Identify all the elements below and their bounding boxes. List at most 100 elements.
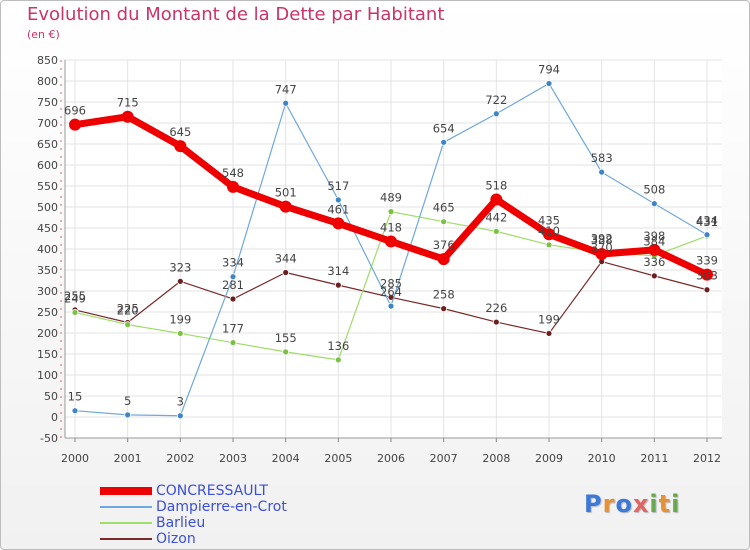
y-tick-label: 0 (51, 411, 58, 424)
legend-swatch (100, 522, 152, 524)
x-tick-label: 2001 (114, 452, 142, 465)
data-label-dampierre-en-crot: 654 (433, 121, 455, 135)
data-label-concressault: 501 (275, 186, 297, 200)
y-tick-label: 200 (37, 327, 58, 340)
data-label-oizon: 336 (643, 255, 665, 269)
x-tick-label: 2007 (430, 452, 458, 465)
point-dampierre-en-crot (334, 196, 342, 204)
y-tick-label: 750 (37, 96, 58, 109)
point-oizon (440, 305, 448, 313)
y-tick-label: 850 (37, 54, 58, 67)
point-barlieu (282, 348, 290, 356)
point-oizon (492, 318, 500, 326)
data-label-concressault: 645 (169, 125, 191, 139)
y-tick-label: 600 (37, 159, 58, 172)
point-oizon (282, 269, 290, 276)
logo-letter: t (658, 490, 672, 518)
point-concressault (227, 180, 239, 193)
data-label-dampierre-en-crot: 434 (696, 214, 718, 228)
data-label-concressault: 418 (380, 220, 402, 234)
logo-letter: r (602, 490, 616, 518)
point-concressault (385, 235, 397, 248)
data-label-dampierre-en-crot: 517 (327, 179, 349, 193)
y-tick-label: 550 (37, 180, 58, 193)
data-label-concressault: 548 (222, 166, 244, 180)
point-dampierre-en-crot (229, 273, 237, 281)
y-tick-label: 450 (37, 222, 58, 235)
point-concressault (332, 217, 345, 230)
data-label-oizon: 199 (538, 312, 560, 326)
data-label-barlieu: 155 (275, 331, 297, 345)
point-dampierre-en-crot (124, 411, 132, 419)
data-label-barlieu: 249 (64, 291, 86, 305)
point-barlieu (176, 330, 184, 337)
point-concressault (595, 248, 608, 261)
data-label-oizon: 314 (327, 264, 349, 278)
logo-letter: i (671, 490, 681, 518)
point-oizon (229, 295, 237, 303)
data-label-dampierre-en-crot: 508 (643, 183, 665, 197)
logo-letter: i (649, 490, 659, 518)
y-tick-label: 250 (37, 306, 58, 319)
data-label-concressault: 715 (117, 96, 139, 110)
point-oizon (334, 281, 342, 289)
y-tick-label: 400 (37, 243, 58, 256)
y-tick-label: 300 (37, 285, 58, 298)
data-label-concressault: 435 (538, 213, 560, 227)
point-concressault (490, 193, 503, 206)
data-label-concressault: 518 (485, 178, 507, 192)
y-tick-label: -50 (40, 432, 58, 445)
x-tick-label: 2000 (61, 452, 89, 465)
point-concressault (701, 268, 713, 281)
point-dampierre-en-crot (598, 168, 606, 176)
data-label-oizon: 370 (591, 241, 613, 255)
y-tick-label: 350 (37, 264, 58, 277)
point-barlieu (545, 241, 553, 249)
data-label-concressault: 376 (433, 238, 455, 252)
legend-swatch (100, 538, 152, 540)
data-label-oizon: 255 (64, 289, 86, 303)
point-concressault (279, 200, 292, 213)
point-oizon (703, 286, 711, 294)
data-label-concressault: 388 (591, 233, 613, 247)
data-label-dampierre-en-crot: 334 (222, 256, 244, 270)
data-label-concressault: 461 (327, 202, 349, 216)
x-tick-label: 2004 (272, 452, 300, 465)
legend-label: Dampierre-en-Crot (156, 499, 287, 515)
y-tick-label: 650 (37, 138, 58, 151)
data-label-concressault: 696 (64, 104, 86, 118)
data-label-oizon: 285 (380, 276, 402, 290)
data-label-dampierre-en-crot: 794 (538, 63, 560, 77)
y-tick-label: 800 (37, 75, 58, 88)
data-label-barlieu: 392 (591, 231, 613, 245)
x-tick-label: 2011 (640, 452, 668, 465)
point-dampierre-en-crot (176, 412, 184, 420)
data-label-oizon: 281 (222, 278, 244, 292)
data-label-oizon: 323 (169, 260, 191, 274)
data-label-barlieu: 220 (117, 304, 139, 318)
point-concressault (648, 243, 661, 256)
data-label-dampierre-en-crot: 5 (124, 394, 131, 408)
point-barlieu (229, 339, 237, 347)
point-dampierre-en-crot (703, 231, 711, 239)
point-concressault (543, 228, 555, 241)
point-dampierre-en-crot (650, 200, 658, 208)
point-barlieu (387, 208, 395, 216)
point-concressault (174, 140, 187, 153)
line-chart: -50 0 50 100 150 200 250 300 350 400 450 500 550 600 6… (37, 54, 722, 465)
data-label-oizon: 226 (485, 301, 507, 315)
data-label-barlieu: 410 (538, 224, 560, 238)
point-barlieu (492, 227, 500, 235)
point-concressault (437, 253, 450, 266)
data-label-barlieu: 136 (327, 339, 349, 353)
point-barlieu (440, 218, 448, 226)
x-tick-label: 2009 (535, 452, 563, 465)
data-label-concressault: 339 (696, 254, 718, 268)
y-tick-label: 500 (37, 201, 58, 214)
y-tick-label: 50 (44, 390, 58, 403)
x-tick-label: 2010 (588, 452, 616, 465)
logo-letter: P (584, 490, 603, 518)
data-label-dampierre-en-crot: 3 (177, 395, 184, 409)
data-label-oizon: 303 (696, 269, 718, 283)
proxiti-logo: Proxiti (584, 490, 680, 518)
